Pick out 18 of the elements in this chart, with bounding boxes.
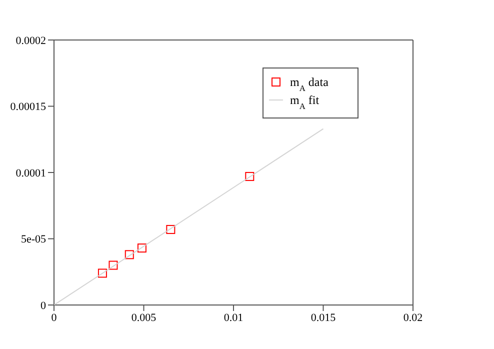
x-tick-label: 0.02 [403, 312, 423, 324]
y-tick-label: 0.00015 [10, 101, 46, 114]
point [124, 250, 134, 260]
text: 5e-05 [20, 234, 46, 246]
y-tick-label: 0.0001 [16, 167, 46, 180]
y-tick-label: 0.0002 [16, 34, 46, 47]
legend-label: m$_{A}$ data [290, 75, 330, 92]
point [137, 244, 146, 253]
x-tick-label: 0.005 [131, 312, 157, 324]
point [166, 224, 176, 234]
point [108, 260, 118, 270]
x-tick-label: 0.015 [310, 312, 336, 324]
y-tick-label: 0 [40, 300, 46, 312]
point [245, 172, 254, 181]
legend-label: m$_{A}$ fit [290, 93, 320, 110]
x-tick-label: 0.01 [224, 312, 244, 324]
point [98, 268, 107, 278]
x-tick-label: 0 [51, 312, 58, 324]
